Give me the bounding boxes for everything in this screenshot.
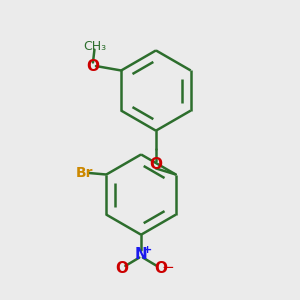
- Text: O: O: [149, 158, 162, 172]
- Text: Br: Br: [75, 166, 93, 180]
- Text: −: −: [162, 260, 175, 275]
- Text: O: O: [154, 261, 167, 276]
- Text: O: O: [86, 58, 100, 74]
- Text: O: O: [115, 261, 128, 276]
- Text: N: N: [135, 247, 148, 262]
- Text: +: +: [143, 245, 152, 256]
- Text: CH₃: CH₃: [83, 40, 106, 53]
